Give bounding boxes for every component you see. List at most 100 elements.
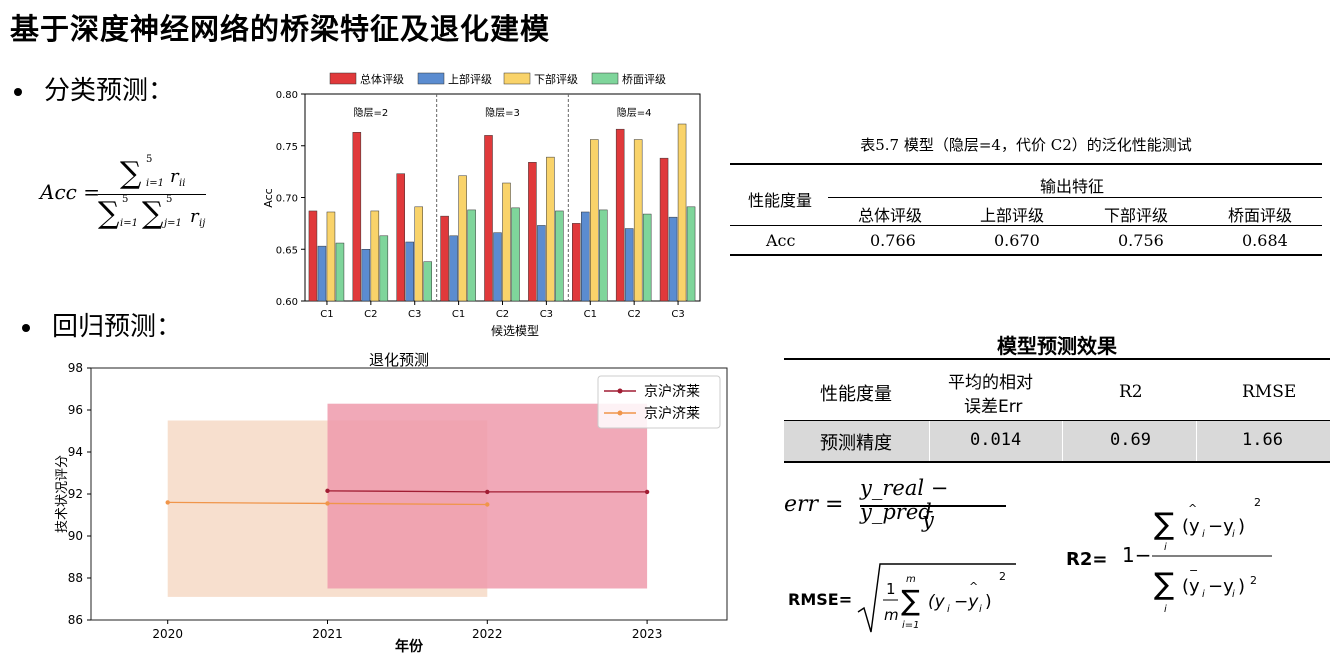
effect-top-rule (784, 358, 1330, 360)
line-x-tick-label: 2023 (632, 627, 663, 641)
table57-group-rule (828, 197, 1322, 198)
line-x-axis: 2020 2021 2022 2023 (152, 620, 662, 641)
bar-legend-label: 总体评级 (360, 72, 404, 86)
table57-row-header: 性能度量 (748, 191, 813, 210)
line-y-tick-label: 90 (68, 529, 83, 543)
bar-mark (659, 157, 669, 302)
sum-icon: ∑ (1154, 567, 1174, 602)
rmse-power: 2 (999, 570, 1006, 583)
err-denominator: ȳ (922, 508, 934, 532)
effect-value-r2: 0.69 (1110, 430, 1151, 450)
bar-legend-label: 下部评级 (534, 72, 578, 86)
table57-col-2: 上部评级 (980, 206, 1045, 225)
table57-value-2: 0.670 (994, 231, 1040, 250)
bar-mark (352, 132, 362, 302)
bar-mark (572, 223, 581, 302)
acc-numerator: ∑ 5 i=1 r ii (120, 154, 230, 192)
effect-header-2a: 平均的相对 (948, 373, 1033, 393)
bar-legend-label: 桥面评级 (622, 73, 666, 86)
rmse-paren: ) (985, 592, 992, 612)
sum-icon: ∑ (98, 196, 120, 231)
line-y-tick-label: 86 (68, 613, 83, 627)
r2-sub: i (1202, 529, 1205, 540)
bar-mark (581, 211, 590, 302)
table57-caption: 表5.7 模型（隐层=4，代价 C2）的泛化性能测试 (860, 136, 1192, 154)
r2-sub: i (1202, 589, 1205, 600)
effect-table: 性能度量 平均的相对 误差Err R2 RMSE 预测精度 0.014 0.69… (784, 358, 1330, 463)
line-y-tick-label: 96 (68, 403, 83, 417)
series-point (485, 502, 490, 507)
err-fraction-bar (860, 505, 1006, 507)
bar-y-tick-label: 0.80 (276, 90, 298, 101)
bar-legend-swatch (591, 72, 619, 85)
effect-header-3: R2 (1119, 382, 1143, 402)
bar-mark (677, 123, 687, 302)
line-chart-title: 退化预测 (369, 351, 429, 369)
bar-y-label: Acc (262, 188, 275, 207)
line-y-label: 技术状况评分 (55, 455, 70, 533)
line-x-label: 年份 (395, 638, 424, 655)
rmse-m: m (884, 606, 899, 624)
rmse-term2: −y (954, 592, 979, 612)
r2-one-minus: 1− (1122, 543, 1151, 567)
table57: 性能度量 输出特征 总体评级 上部评级 下部评级 桥面评级 Acc 0.766 … (730, 163, 1322, 256)
bar-mark (484, 135, 493, 302)
bar-mark (361, 249, 371, 302)
r2-sub2: i (1232, 589, 1235, 600)
bullet-icon (14, 87, 22, 96)
acc-formula: Acc = ∑ 5 i=1 r ii ∑ 5 i=1 ∑ 5 j=1 r ij (40, 154, 230, 238)
bar-y-tick-label: 0.65 (276, 245, 298, 256)
bar-x-tick-label: C1 (584, 309, 597, 320)
series-point (644, 489, 650, 495)
err-numerator: y_real − y_pred (860, 476, 949, 524)
line-legend-marker (617, 410, 623, 416)
line-y-axis: 86 88 90 92 94 96 98 (68, 361, 91, 627)
sum-icon: ∑ (142, 196, 164, 231)
bar-mark (396, 173, 405, 302)
line-legend-label: 京沪济莱 (644, 406, 700, 422)
acc-formula-lhs: Acc = (40, 180, 100, 204)
r2-power: 2 (1250, 574, 1257, 587)
bar-mark (537, 225, 546, 302)
regression-heading: 回归预测： (22, 306, 182, 343)
bar-series (308, 123, 696, 302)
sum-lower: j=1 (164, 218, 182, 229)
bar-mark (546, 156, 555, 302)
line-x-tick-label: 2022 (472, 627, 503, 641)
table57-row-label: Acc (766, 231, 796, 250)
r2-sub-i: i (1164, 604, 1167, 615)
effect-table-title: 模型预测效果 (997, 334, 1117, 358)
bar-x-tick-label: C2 (364, 309, 377, 320)
bar-x-tick-label: C3 (540, 309, 553, 320)
numerator-sub: ii (179, 178, 186, 189)
bar-x-tick-label: C3 (408, 309, 421, 320)
table57-group-header: 输出特征 (1040, 177, 1105, 196)
rmse-upper: m (906, 574, 916, 585)
line-x-tick-label: 2020 (152, 627, 183, 641)
sqrt-icon (857, 563, 1016, 633)
fraction-bar (98, 194, 206, 195)
bar-x-tick-label: C1 (452, 309, 465, 320)
bar-mark (555, 210, 564, 302)
bar-accent-icon: − (1189, 564, 1198, 577)
r2-power: 2 (1254, 496, 1261, 509)
r2-sub-i: i (1164, 542, 1167, 553)
bar-y-tick-label: 0.75 (276, 142, 298, 153)
denominator-term: r (190, 206, 199, 227)
bar-x-tick-label: C3 (671, 309, 684, 320)
sum-upper: 5 (146, 154, 153, 165)
bar-group-label: 隐层=3 (485, 107, 520, 119)
numerator-term: r (170, 166, 179, 187)
effect-header-2b: 误差Err (964, 397, 1023, 417)
bar-mark (414, 206, 423, 302)
r2-num-term: (y (1182, 516, 1200, 537)
bar-mark (449, 235, 458, 302)
line-x-tick-label: 2021 (312, 627, 343, 641)
err-lhs: err = (784, 492, 844, 517)
series-point (325, 501, 330, 506)
effect-header-1: 性能度量 (820, 384, 892, 405)
bar-x-tick-label: C2 (496, 309, 509, 320)
r2-paren: ) (1238, 516, 1245, 537)
line-y-tick-label: 98 (68, 361, 83, 375)
